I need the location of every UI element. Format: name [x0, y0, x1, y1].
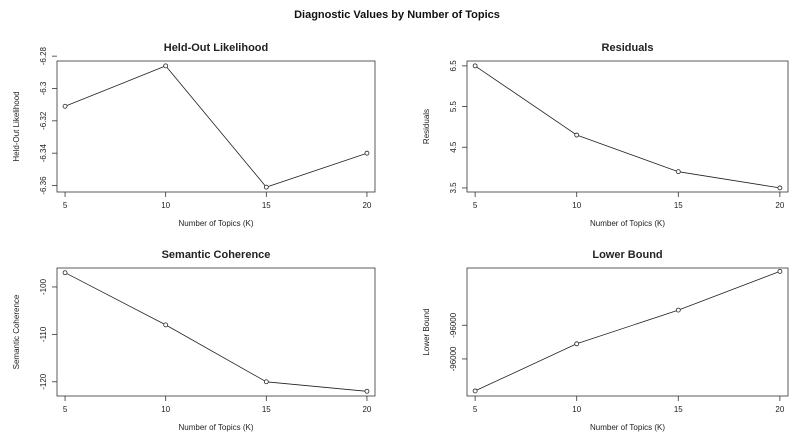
y-tick-label: -96000: [449, 346, 458, 371]
data-point: [364, 388, 370, 394]
x-tick-label: 20: [775, 201, 784, 210]
data-point: [364, 150, 370, 156]
data-point: [675, 307, 681, 313]
x-tick-label: 5: [473, 201, 478, 210]
x-tick-label: 20: [362, 201, 371, 210]
y-tick-label: -6.3: [39, 81, 48, 95]
x-tick-label: 5: [63, 405, 68, 414]
series-line: [474, 65, 780, 189]
y-axis-label: Residuals: [422, 109, 431, 144]
y-tick-label: -110: [39, 326, 48, 342]
x-tick-label: 15: [262, 405, 271, 414]
data-point: [574, 132, 580, 138]
series-line: [64, 65, 368, 188]
data-point: [777, 268, 783, 274]
x-tick-label: 10: [161, 201, 170, 210]
panel-title: Held-Out Likelihood: [164, 42, 269, 54]
figure-title: Diagnostic Values by Number of Topics: [294, 9, 500, 21]
y-tick-label: 6.5: [449, 60, 458, 72]
x-tick-label: 20: [362, 405, 371, 414]
x-tick-label: 5: [473, 405, 478, 414]
x-axis-label: Number of Topics (K): [590, 219, 665, 228]
y-axis-label: Held-Out Likelihood: [12, 91, 21, 161]
x-axis-label: Number of Topics (K): [179, 219, 254, 228]
y-tick-label: -6.36: [39, 176, 48, 195]
data-point: [263, 184, 269, 190]
y-tick-label: -6.32: [39, 111, 48, 130]
x-tick-label: 15: [262, 201, 271, 210]
panel-1: Held-Out Likelihood Number of Topics (K) H…: [12, 42, 376, 228]
y-axis-label: Lower Bound: [422, 308, 431, 355]
data-point: [472, 388, 478, 394]
panel-title: Lower Bound: [592, 249, 662, 261]
plot-box: [56, 60, 376, 193]
y-tick-label: -6.34: [39, 144, 48, 163]
plot-box: [466, 267, 789, 397]
y-tick-label: -120: [39, 373, 48, 390]
x-tick-label: 5: [63, 201, 68, 210]
series-line: [64, 272, 367, 392]
x-tick-label: 20: [775, 405, 784, 414]
data-point: [777, 185, 783, 191]
y-tick-label: 3.5: [449, 182, 458, 194]
data-point: [574, 341, 580, 347]
x-tick-label: 10: [161, 405, 170, 414]
data-point: [62, 270, 68, 276]
series-line: [474, 271, 781, 392]
x-tick-label: 10: [572, 201, 581, 210]
panel-title: Residuals: [602, 42, 654, 54]
x-axis-label: Number of Topics (K): [590, 423, 665, 432]
data-point: [163, 322, 169, 328]
y-tick-label: -100: [39, 278, 48, 295]
panel-4: Lower Bound Number of Topics (K) Lower Bou…: [422, 249, 789, 432]
x-tick-label: 10: [572, 405, 581, 414]
y-tick-label: 4.5: [449, 141, 458, 153]
y-tick-label: 5.5: [449, 100, 458, 112]
data-point: [675, 169, 681, 175]
data-point: [263, 379, 269, 385]
panel-title: Semantic Coherence: [162, 249, 271, 261]
y-tick-label: -96000: [449, 312, 458, 337]
plot-box: [466, 60, 789, 193]
x-tick-label: 15: [674, 405, 683, 414]
plot-box: [56, 267, 376, 397]
x-tick-label: 15: [674, 201, 683, 210]
y-tick-label: -6.28: [39, 46, 48, 65]
x-axis-label: Number of Topics (K): [179, 423, 254, 432]
panel-3: Semantic Coherence Number of Topics (K) Se…: [12, 249, 376, 432]
panel-2: Residuals Number of Topics (K) Residuals 5 1…: [422, 42, 789, 228]
data-point: [163, 63, 169, 69]
data-point: [62, 103, 68, 109]
y-axis-label: Semantic Coherence: [12, 294, 21, 369]
data-point: [472, 63, 478, 69]
